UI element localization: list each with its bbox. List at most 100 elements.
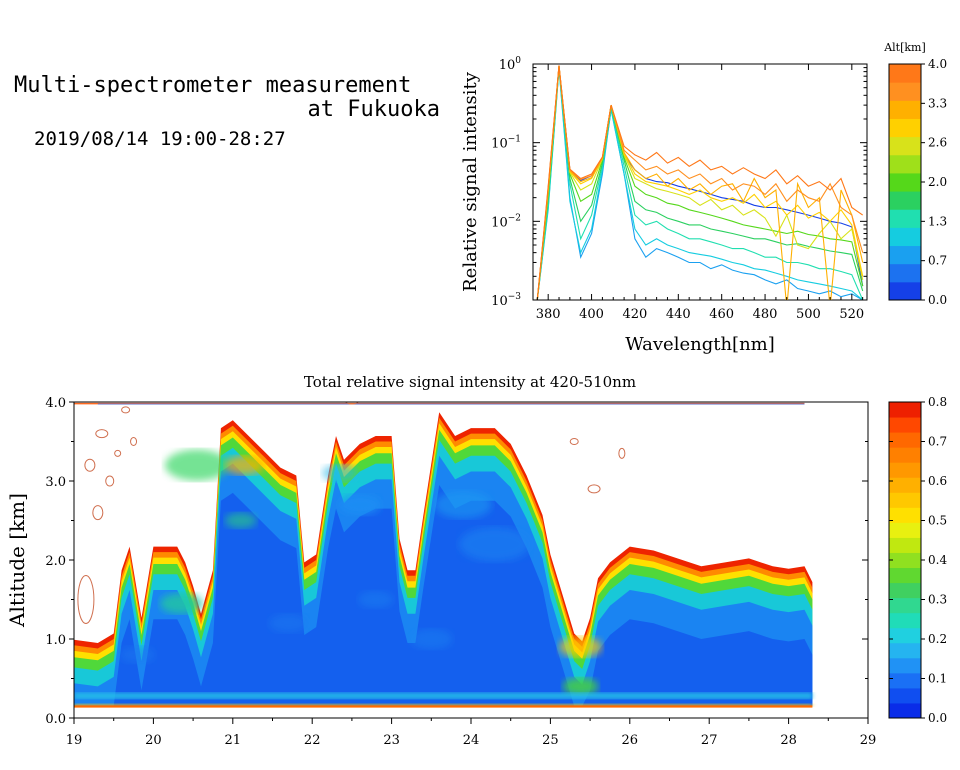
spectrum-x-tick-label: 440 — [666, 307, 691, 322]
spectrum-series-group — [536, 65, 864, 300]
intensity-colorbar-cell — [889, 702, 921, 719]
heatmap-texture-patch — [322, 464, 358, 482]
heatmap-low-band-yellow — [74, 703, 813, 707]
intensity-colorbar-labels: 0.0 0.1 0.2 0.3 0.4 0.5 0.6 0.7 0.8 — [889, 395, 947, 725]
title-block: Multi-spectrometer measurement at Fukuok… — [12, 74, 442, 122]
heatmap-y-tick-label: 1.0 — [45, 633, 66, 648]
spectrum-series-1 — [536, 67, 863, 300]
heatmap-contour-blob — [121, 406, 131, 414]
heatmap-contour-blob — [105, 475, 115, 487]
heatmap-contour-blob — [92, 505, 104, 521]
altitude-colorbar-label: 3.3 — [928, 96, 947, 110]
altitude-colorbar-cell — [889, 118, 921, 138]
spectrum-series-6 — [536, 66, 864, 300]
measurement-timerange: 2019/08/14 19:00-28:27 — [34, 128, 286, 150]
altitude-colorbar-label: 2.6 — [928, 136, 947, 150]
heatmap-chart: Total relative signal intensity at 420-5… — [5, 373, 876, 748]
main-title-line1: Multi-spectrometer measurement — [14, 73, 412, 98]
heatmap-y-tick-label: 0.0 — [45, 712, 66, 727]
heatmap-x-ticks: 19 20 21 22 23 24 25 26 27 28 29 — [66, 718, 877, 748]
intensity-colorbar-cell — [889, 657, 921, 674]
intensity-colorbar-cell — [889, 642, 921, 659]
heatmap-texture-patch — [562, 677, 599, 696]
heatmap-texture-patch — [268, 613, 309, 633]
spectrum-x-tick-label: 420 — [623, 307, 648, 322]
intensity-colorbar-cells — [889, 402, 921, 719]
spectrum-x-tick-label: 380 — [536, 307, 561, 322]
intensity-colorbar-cell — [889, 432, 921, 448]
heatmap-x-tick-label: 24 — [463, 733, 480, 748]
heatmap-contour-blob — [130, 437, 138, 446]
heatmap-bottom-blank — [74, 707, 813, 718]
spectrum-x-axis-label: Wavelength[nm] — [625, 334, 775, 355]
intensity-colorbar-cell — [889, 417, 921, 433]
heatmap-texture-patch — [338, 494, 382, 516]
heatmap-contour-blob — [345, 402, 359, 405]
intensity-colorbar-cell — [889, 507, 921, 523]
spectrum-series-4 — [536, 66, 864, 300]
spectrum-series-8 — [536, 65, 864, 300]
altitude-colorbar: Alt[km] 0.0 0.7 1.3 2.0 2.6 3.3 4.0 — [883, 41, 947, 307]
spectrum-series-3 — [536, 67, 864, 300]
heatmap-texture-patch — [459, 526, 531, 562]
heatmap-y-axis-label: Altitude [km] — [5, 493, 29, 628]
altitude-colorbar-title: Alt[km] — [883, 41, 926, 54]
altitude-colorbar-cell — [889, 281, 921, 301]
spectrum-x-tick-label: 500 — [796, 307, 821, 322]
heatmap-texture-patch — [225, 455, 265, 475]
heatmap-x-tick-label: 26 — [622, 733, 639, 748]
spectrum-series-7 — [536, 66, 864, 300]
heatmap-contour-blob — [569, 438, 579, 445]
heatmap-x-tick-label: 29 — [860, 733, 877, 748]
heatmap-x-tick-label: 22 — [304, 733, 321, 748]
intensity-colorbar-cell — [889, 672, 921, 689]
altitude-colorbar-labels: 0.0 0.7 1.3 2.0 2.6 3.3 4.0 — [921, 57, 947, 307]
intensity-colorbar-label: 0.3 — [928, 593, 947, 607]
altitude-colorbar-label: 4.0 — [928, 57, 947, 71]
heatmap-layer-blue — [74, 485, 813, 707]
spectrum-series-2 — [536, 68, 864, 300]
spectrum-y-tick-label: 100 — [499, 56, 522, 73]
intensity-colorbar-cell — [889, 537, 921, 553]
altitude-colorbar-label: 2.0 — [928, 175, 947, 189]
heatmap-texture-patch — [159, 593, 203, 614]
intensity-colorbar-label: 0.6 — [928, 474, 947, 488]
heatmap-contour-blob — [587, 484, 601, 494]
altitude-colorbar-label: 0.0 — [928, 293, 947, 307]
intensity-colorbar-label: 0.5 — [928, 514, 947, 528]
heatmap-y-tick-label: 2.0 — [45, 554, 66, 569]
heatmap-texture-patch — [164, 449, 230, 481]
spectrum-y-tick-label: 10−3 — [491, 292, 521, 309]
intensity-colorbar: 0.0 0.1 0.2 0.3 0.4 0.5 0.6 0.7 0.8 — [888, 395, 947, 725]
spectrum-y-tick-label: 10−2 — [491, 213, 521, 230]
intensity-colorbar-cell — [889, 462, 921, 478]
intensity-colorbar-label: 0.0 — [928, 711, 947, 725]
spectrum-series-10 — [536, 65, 864, 300]
spectrum-y-tick-label: 10−1 — [491, 135, 521, 152]
intensity-colorbar-cell — [889, 597, 921, 614]
heatmap-layers — [74, 402, 813, 718]
spectrum-series-9 — [536, 65, 864, 300]
heatmap-contour-blob — [84, 458, 96, 472]
altitude-colorbar-label: 1.3 — [928, 214, 947, 228]
altitude-colorbar-cell — [889, 136, 921, 156]
intensity-colorbar-label: 0.4 — [928, 553, 947, 567]
intensity-colorbar-cell — [889, 627, 921, 644]
heatmap-texture-patch — [119, 646, 156, 664]
altitude-colorbar-cell — [889, 82, 921, 101]
spectrum-x-tick-label: 520 — [839, 307, 864, 322]
spectrum-chart: 380 400 420 440 460 480 500 520 10−3 10−2 10−1 100… — [460, 56, 868, 355]
intensity-colorbar-cell — [889, 567, 921, 584]
altitude-colorbar-cell — [889, 245, 921, 265]
altitude-colorbar-label: 0.7 — [928, 254, 947, 268]
heatmap-contour-blob — [95, 429, 109, 439]
intensity-colorbar-label: 0.8 — [928, 395, 947, 409]
heatmap-y-ticks: 0.0 1.0 2.0 3.0 4.0 — [45, 396, 868, 727]
main-title-line2: at Fukuoka — [307, 97, 440, 122]
spectrum-x-tick-label: 480 — [753, 307, 778, 322]
intensity-colorbar-cell — [889, 492, 921, 508]
heatmap-texture-patch — [224, 512, 257, 529]
spectrum-x-tick-label: 400 — [579, 307, 604, 322]
intensity-colorbar-cell — [889, 447, 921, 463]
